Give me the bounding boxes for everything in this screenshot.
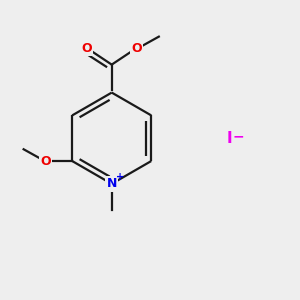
Text: −: − (232, 130, 244, 144)
Text: O: O (81, 42, 92, 55)
Text: N: N (106, 177, 117, 190)
Text: +: + (116, 172, 124, 182)
Text: O: O (40, 154, 51, 167)
Text: I: I (227, 131, 232, 146)
Text: O: O (131, 42, 142, 55)
